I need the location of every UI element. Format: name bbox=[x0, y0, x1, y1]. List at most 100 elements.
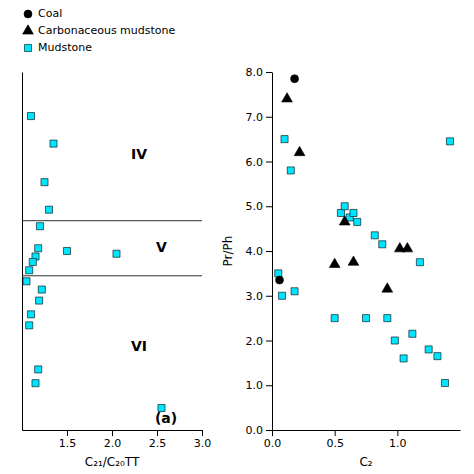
point bbox=[341, 203, 348, 210]
point bbox=[409, 330, 416, 337]
tick: 2.0 bbox=[104, 430, 122, 450]
tick-mark bbox=[266, 72, 272, 73]
tick-mark bbox=[157, 430, 158, 436]
point bbox=[27, 113, 34, 120]
point bbox=[282, 93, 293, 102]
point bbox=[416, 259, 423, 266]
point bbox=[400, 355, 407, 362]
point bbox=[291, 288, 298, 295]
point bbox=[384, 315, 391, 322]
point bbox=[32, 380, 39, 387]
x-axis: 1.52.02.53.0 bbox=[23, 430, 212, 450]
point bbox=[291, 75, 299, 83]
annotation: V bbox=[156, 239, 167, 255]
tick-label: 8.0 bbox=[246, 66, 264, 79]
tick: 5.0 bbox=[246, 200, 273, 213]
tick: 8.0 bbox=[246, 66, 273, 79]
tick-label: 7.0 bbox=[246, 111, 264, 124]
tick-label: 0.0 bbox=[264, 437, 282, 450]
tick-label: 6.0 bbox=[246, 156, 264, 169]
y-axis-title: Pr/Ph bbox=[221, 236, 235, 267]
point bbox=[362, 315, 369, 322]
point bbox=[382, 283, 393, 292]
point bbox=[371, 232, 378, 239]
tick-label: 4.0 bbox=[246, 245, 264, 258]
point bbox=[26, 267, 33, 274]
tick-mark bbox=[266, 430, 272, 431]
tick-label: 2.0 bbox=[246, 335, 264, 348]
legend-label: Carbonaceous mudstone bbox=[38, 24, 176, 37]
point bbox=[287, 167, 294, 174]
tick-label: 2.0 bbox=[104, 437, 122, 450]
y-axis: 0.0 1.0 2.0 3.0 4.0 5.0 6.0 7.0 8.0 bbox=[246, 66, 273, 437]
axis-line bbox=[272, 73, 273, 431]
point bbox=[348, 256, 359, 265]
chart-root: 1.52.02.53.0IVVVI(a)C₂₁/C₂₀TTCoalCarbona… bbox=[0, 0, 474, 474]
point bbox=[113, 250, 120, 257]
tick-mark bbox=[112, 430, 113, 436]
tick-mark bbox=[266, 206, 272, 207]
point bbox=[391, 337, 398, 344]
tick: 1.5 bbox=[59, 430, 77, 450]
x-axis: 0.0 0.5 1.0 bbox=[264, 430, 461, 450]
annotation: (a) bbox=[155, 410, 177, 426]
tick-mark bbox=[397, 430, 398, 436]
tick-label: 0.0 bbox=[246, 424, 264, 437]
tick-mark bbox=[266, 251, 272, 252]
point bbox=[23, 278, 30, 285]
legend-symbol bbox=[23, 25, 34, 34]
tick: 1.0 bbox=[389, 430, 407, 450]
tick-label: 1.5 bbox=[59, 437, 77, 450]
legend: Coal Carbonaceous mudstone Mudstone bbox=[23, 7, 176, 54]
point bbox=[402, 243, 413, 252]
tick-mark bbox=[266, 296, 272, 297]
point bbox=[41, 179, 48, 186]
tick: 1.0 bbox=[246, 379, 273, 392]
legend-item: Mudstone bbox=[24, 41, 92, 54]
tick-mark bbox=[272, 430, 273, 436]
tick: 6.0 bbox=[246, 156, 273, 169]
point bbox=[27, 311, 34, 318]
axis-line bbox=[22, 73, 23, 431]
legend-label: Coal bbox=[38, 7, 62, 20]
point bbox=[26, 322, 33, 329]
legend-symbol bbox=[24, 10, 32, 18]
annotation: IV bbox=[131, 146, 147, 162]
point bbox=[38, 286, 45, 293]
series bbox=[275, 136, 454, 387]
point bbox=[278, 292, 285, 299]
point bbox=[63, 247, 70, 254]
point bbox=[281, 136, 288, 143]
point bbox=[35, 366, 42, 373]
panel: 1.52.02.53.0IVVVI(a)C₂₁/C₂₀TT bbox=[22, 73, 211, 470]
tick-mark bbox=[266, 341, 272, 342]
series bbox=[23, 113, 165, 412]
point bbox=[434, 353, 441, 360]
tick: 4.0 bbox=[246, 245, 273, 258]
tick-mark bbox=[335, 430, 336, 436]
tick-mark bbox=[266, 162, 272, 163]
axis-line bbox=[273, 430, 461, 431]
legend-symbol bbox=[24, 44, 31, 51]
tick-label: 0.5 bbox=[326, 437, 344, 450]
point bbox=[36, 297, 43, 304]
tick-label: 3.0 bbox=[246, 290, 264, 303]
point bbox=[36, 223, 43, 230]
point bbox=[441, 379, 448, 386]
tick: 7.0 bbox=[246, 111, 273, 124]
point bbox=[354, 218, 361, 225]
point bbox=[337, 209, 344, 216]
tick-label: 1.0 bbox=[246, 379, 264, 392]
tick-label: 1.0 bbox=[389, 437, 407, 450]
annotation: VI bbox=[131, 338, 147, 354]
point bbox=[275, 270, 282, 277]
panel: 0.00.51.00.01.02.03.04.05.06.07.08.0C₂Pr… bbox=[221, 66, 461, 469]
plot-area bbox=[275, 75, 454, 387]
point bbox=[294, 146, 305, 155]
tick: 2.0 bbox=[246, 335, 273, 348]
tick: 0.5 bbox=[326, 430, 344, 450]
point bbox=[339, 216, 350, 225]
point bbox=[45, 206, 52, 213]
point bbox=[329, 258, 340, 267]
legend-item: Coal bbox=[24, 7, 62, 20]
